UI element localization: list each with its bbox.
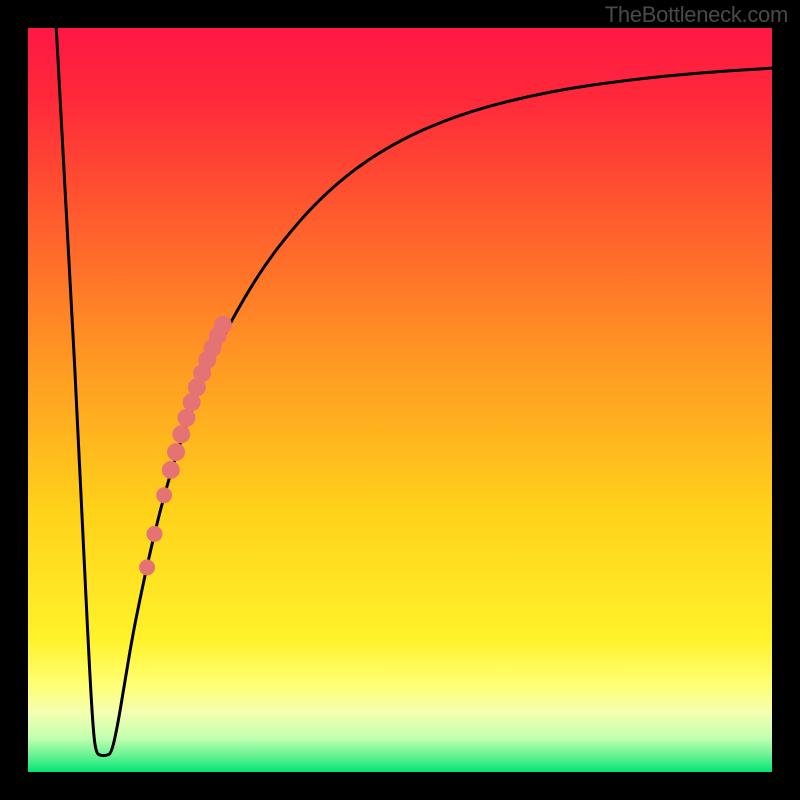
marker-dot [167,443,185,461]
marker-dot [162,461,180,479]
chart-container: TheBottleneck.com [0,0,800,800]
marker-dot [177,409,195,427]
marker-dot [146,526,162,542]
marker-dot [172,425,190,443]
bottleneck-chart [0,0,800,800]
marker-dot [139,559,155,575]
marker-dot [156,487,172,503]
watermark: TheBottleneck.com [605,2,788,28]
marker-dot [214,316,232,334]
